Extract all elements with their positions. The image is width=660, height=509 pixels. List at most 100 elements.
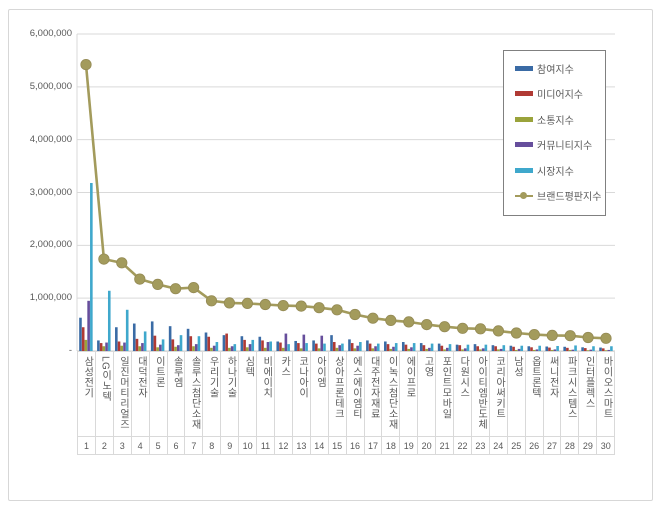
legend-swatch-icon bbox=[515, 142, 533, 148]
bar-소통지수 bbox=[461, 349, 464, 351]
bar-커뮤니티지수 bbox=[374, 346, 377, 351]
bar-커뮤니티지수 bbox=[159, 344, 162, 351]
bar-소통지수 bbox=[604, 350, 608, 351]
rank-cell: 22 bbox=[454, 437, 472, 455]
bar-참여지수 bbox=[79, 317, 82, 351]
bar-시장지수 bbox=[538, 345, 541, 351]
rank-label: 13 bbox=[296, 440, 307, 451]
bar-커뮤니티지수 bbox=[535, 349, 539, 351]
y-tick-label: 1,000,000 bbox=[29, 292, 72, 304]
line-marker bbox=[600, 332, 612, 344]
bar-소통지수 bbox=[353, 348, 357, 351]
bar-시장지수 bbox=[143, 331, 147, 351]
bar-참여지수 bbox=[330, 335, 333, 351]
bar-시장지수 bbox=[269, 341, 272, 351]
bar-소통지수 bbox=[443, 349, 446, 351]
category-cell: 코나아이 bbox=[292, 352, 311, 437]
bar-소통지수 bbox=[532, 349, 536, 351]
chart-legend: 참여지수 미디어지수 소통지수 커뮤니티지수 시장지수 브랜드평판지수 bbox=[503, 50, 606, 216]
bar-소통지수 bbox=[281, 347, 285, 351]
bar-커뮤니티지수 bbox=[445, 347, 449, 351]
category-label: LG이노텍 bbox=[99, 356, 111, 402]
bar-미디어지수 bbox=[153, 335, 157, 351]
legend-label: 소통지수 bbox=[537, 115, 574, 127]
category-label: 심텍 bbox=[242, 356, 254, 377]
legend-swatch-icon bbox=[515, 167, 533, 173]
legend-swatch-icon bbox=[515, 116, 533, 122]
category-cell: 포인트모바일 bbox=[436, 352, 455, 437]
rank-cell: 3 bbox=[113, 437, 132, 455]
rank-cell: 29 bbox=[579, 437, 598, 455]
rank-label: 11 bbox=[260, 440, 271, 451]
category-cell: 카스 bbox=[274, 352, 293, 437]
category-label: 인터플렉스 bbox=[583, 356, 595, 409]
bar-참여지수 bbox=[150, 321, 154, 351]
bar-미디어지수 bbox=[117, 341, 121, 351]
rank-label: 18 bbox=[385, 440, 396, 451]
bar-참여지수 bbox=[491, 345, 495, 351]
bar-시장지수 bbox=[161, 339, 165, 351]
line-marker bbox=[80, 58, 92, 71]
line-marker bbox=[546, 329, 558, 341]
line-marker bbox=[474, 323, 487, 335]
category-cell: 대주전자재료 bbox=[364, 352, 383, 437]
bar-시장지수 bbox=[90, 182, 93, 351]
category-rank-row: 1 2 3 4 5 6 7 8 9 10 11 12 13 14 15 16 17 18 19 20 21 22 23 24 2… bbox=[78, 437, 616, 455]
category-cell: 우리기술 bbox=[203, 352, 222, 437]
category-cell: 이녹스첨단소재 bbox=[382, 352, 401, 437]
category-cell: 일진머티리얼즈 bbox=[113, 352, 132, 437]
bar-커뮤니티지수 bbox=[302, 334, 306, 351]
rank-cell: 16 bbox=[346, 437, 365, 455]
bar-소통지수 bbox=[228, 347, 231, 351]
bar-시장지수 bbox=[610, 346, 613, 351]
bar-참여지수 bbox=[581, 347, 584, 351]
rank-cell: 30 bbox=[597, 437, 616, 455]
bar-미디어지수 bbox=[207, 336, 211, 351]
bar-커뮤니티지수 bbox=[105, 342, 108, 351]
y-tick-label: 6,000,000 bbox=[29, 28, 72, 39]
category-label: 옵트론텍 bbox=[529, 356, 541, 398]
bar-참여지수 bbox=[437, 343, 441, 351]
bar-커뮤니티지수 bbox=[589, 349, 593, 351]
line-marker bbox=[116, 257, 128, 269]
bar-시장지수 bbox=[430, 343, 434, 351]
rank-cell: 28 bbox=[561, 437, 580, 455]
bar-커뮤니티지수 bbox=[266, 342, 270, 351]
rank-cell: 24 bbox=[489, 437, 508, 455]
bar-참여지수 bbox=[186, 328, 190, 351]
bar-소통지수 bbox=[425, 348, 428, 351]
bar-소통지수 bbox=[174, 346, 177, 351]
line-marker bbox=[438, 321, 451, 333]
bar-소통지수 bbox=[568, 349, 572, 351]
bar-소통지수 bbox=[479, 349, 482, 351]
bar-시장지수 bbox=[107, 290, 111, 351]
bar-커뮤니티지수 bbox=[499, 348, 503, 351]
category-cell: 써니전자 bbox=[543, 352, 562, 437]
category-label: 아이티엠반도체 bbox=[475, 356, 487, 430]
bar-시장지수 bbox=[394, 343, 398, 351]
line-marker bbox=[582, 331, 594, 344]
rank-cell: 15 bbox=[328, 437, 347, 455]
bar-소통지수 bbox=[550, 349, 554, 351]
bar-소통지수 bbox=[120, 345, 124, 351]
rank-label: 15 bbox=[332, 440, 343, 451]
bar-소통지수 bbox=[515, 349, 518, 351]
bar-참여지수 bbox=[276, 341, 280, 351]
bar-시장지수 bbox=[376, 343, 380, 351]
bar-커뮤니티지수 bbox=[481, 348, 485, 351]
rank-label: 4 bbox=[137, 440, 143, 451]
category-cell: 옵트론텍 bbox=[525, 352, 544, 437]
bar-소통지수 bbox=[407, 348, 411, 351]
bar-시장지수 bbox=[341, 343, 344, 351]
bar-시장지수 bbox=[574, 345, 577, 351]
legend-label: 시장지수 bbox=[537, 166, 574, 178]
legend-item: 브랜드평판지수 bbox=[515, 189, 605, 203]
bar-미디어지수 bbox=[243, 339, 246, 351]
rank-label: 2 bbox=[101, 440, 107, 451]
y-tick-label: 4,000,000 bbox=[29, 133, 72, 145]
category-cell: 하나기술 bbox=[221, 352, 240, 437]
rank-label: 6 bbox=[173, 440, 179, 451]
bar-미디어지수 bbox=[261, 340, 264, 351]
bar-미디어지수 bbox=[404, 344, 408, 351]
